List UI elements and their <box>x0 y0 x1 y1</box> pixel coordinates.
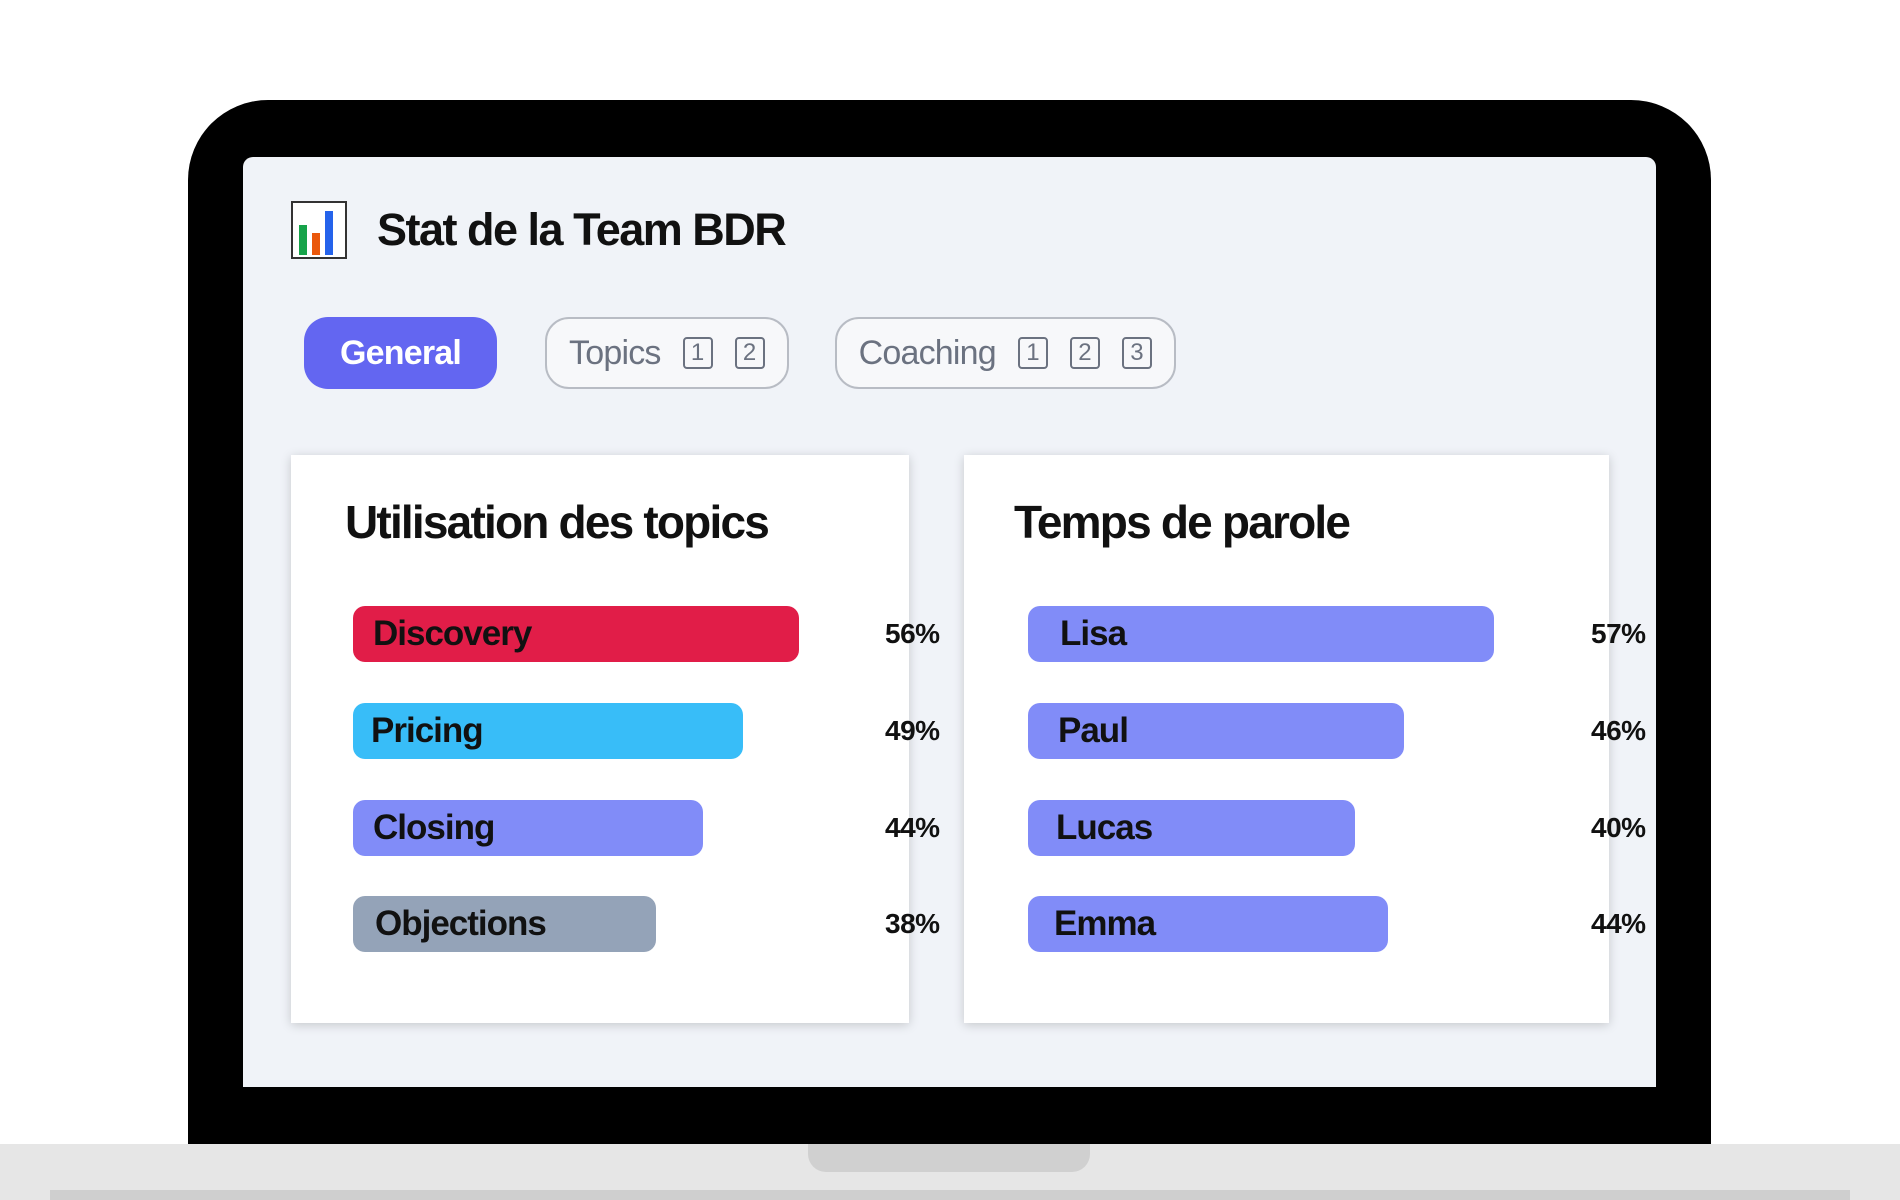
speaker-percentage: 40% <box>1591 812 1646 843</box>
speaker-row: Emma 44% <box>1028 896 1656 952</box>
laptop-notch <box>808 1144 1090 1172</box>
tab-topics-label: Topics <box>569 333 661 372</box>
tab-topics-page-2[interactable]: 2 <box>734 337 765 369</box>
talk-time-card: Temps de parole Lisa 57% Paul 46% Lucas 40% Em… <box>964 455 1646 1023</box>
topic-bar: Closing <box>353 800 703 856</box>
topic-percentage: 44% <box>885 812 940 843</box>
laptop-base-edge <box>50 1190 1850 1200</box>
topic-bar: Objections <box>353 896 656 952</box>
topic-percentage: 49% <box>885 715 940 746</box>
speaker-bar: Emma <box>1028 896 1388 952</box>
topic-percentage: 38% <box>885 908 940 939</box>
tab-coaching[interactable]: Coaching 1 2 3 <box>834 317 1176 389</box>
topic-row: Discovery 56% <box>353 606 965 662</box>
topic-row: Closing 44% <box>353 800 965 856</box>
laptop-base <box>0 1144 1900 1200</box>
tab-bar: General Topics 1 2 Coaching 1 2 3 <box>304 317 1222 389</box>
app-screen: Stat de la Team BDR General Topics 1 2 C… <box>243 157 1656 1087</box>
speaker-row: Lisa 57% <box>1028 606 1656 662</box>
laptop-frame: Stat de la Team BDR General Topics 1 2 C… <box>188 100 1711 1145</box>
speaker-percentage: 57% <box>1591 618 1646 649</box>
speaker-percentage: 44% <box>1591 908 1646 939</box>
topics-usage-card: Utilisation des topics Discovery 56% Prici… <box>291 455 940 1023</box>
speaker-row: Lucas 40% <box>1028 800 1656 856</box>
tab-general[interactable]: General <box>304 317 498 389</box>
talk-time-title: Temps de parole <box>1014 496 1351 548</box>
topic-row: Pricing 49% <box>353 703 965 759</box>
topic-bar: Pricing <box>353 703 743 759</box>
bar-chart-icon <box>291 201 347 259</box>
topics-usage-title: Utilisation des topics <box>345 496 770 548</box>
tab-topics-page-1[interactable]: 1 <box>682 337 713 369</box>
speaker-row: Paul 46% <box>1028 703 1656 759</box>
tab-coaching-page-3[interactable]: 3 <box>1121 337 1152 369</box>
tab-coaching-label: Coaching <box>858 333 997 372</box>
tab-coaching-page-2[interactable]: 2 <box>1069 337 1100 369</box>
speaker-bar: Lucas <box>1028 800 1355 856</box>
topic-row: Objections 38% <box>353 896 965 952</box>
tab-topics[interactable]: Topics 1 2 <box>545 317 789 389</box>
speaker-percentage: 46% <box>1591 715 1646 746</box>
page-title: Stat de la Team BDR <box>377 204 787 255</box>
topic-percentage: 56% <box>885 618 940 649</box>
speaker-bar: Paul <box>1028 703 1404 759</box>
topic-bar: Discovery <box>353 606 799 662</box>
tab-general-label: General <box>340 333 462 372</box>
page-header: Stat de la Team BDR <box>291 199 787 261</box>
tab-coaching-page-1[interactable]: 1 <box>1017 337 1048 369</box>
speaker-bar: Lisa <box>1028 606 1494 662</box>
